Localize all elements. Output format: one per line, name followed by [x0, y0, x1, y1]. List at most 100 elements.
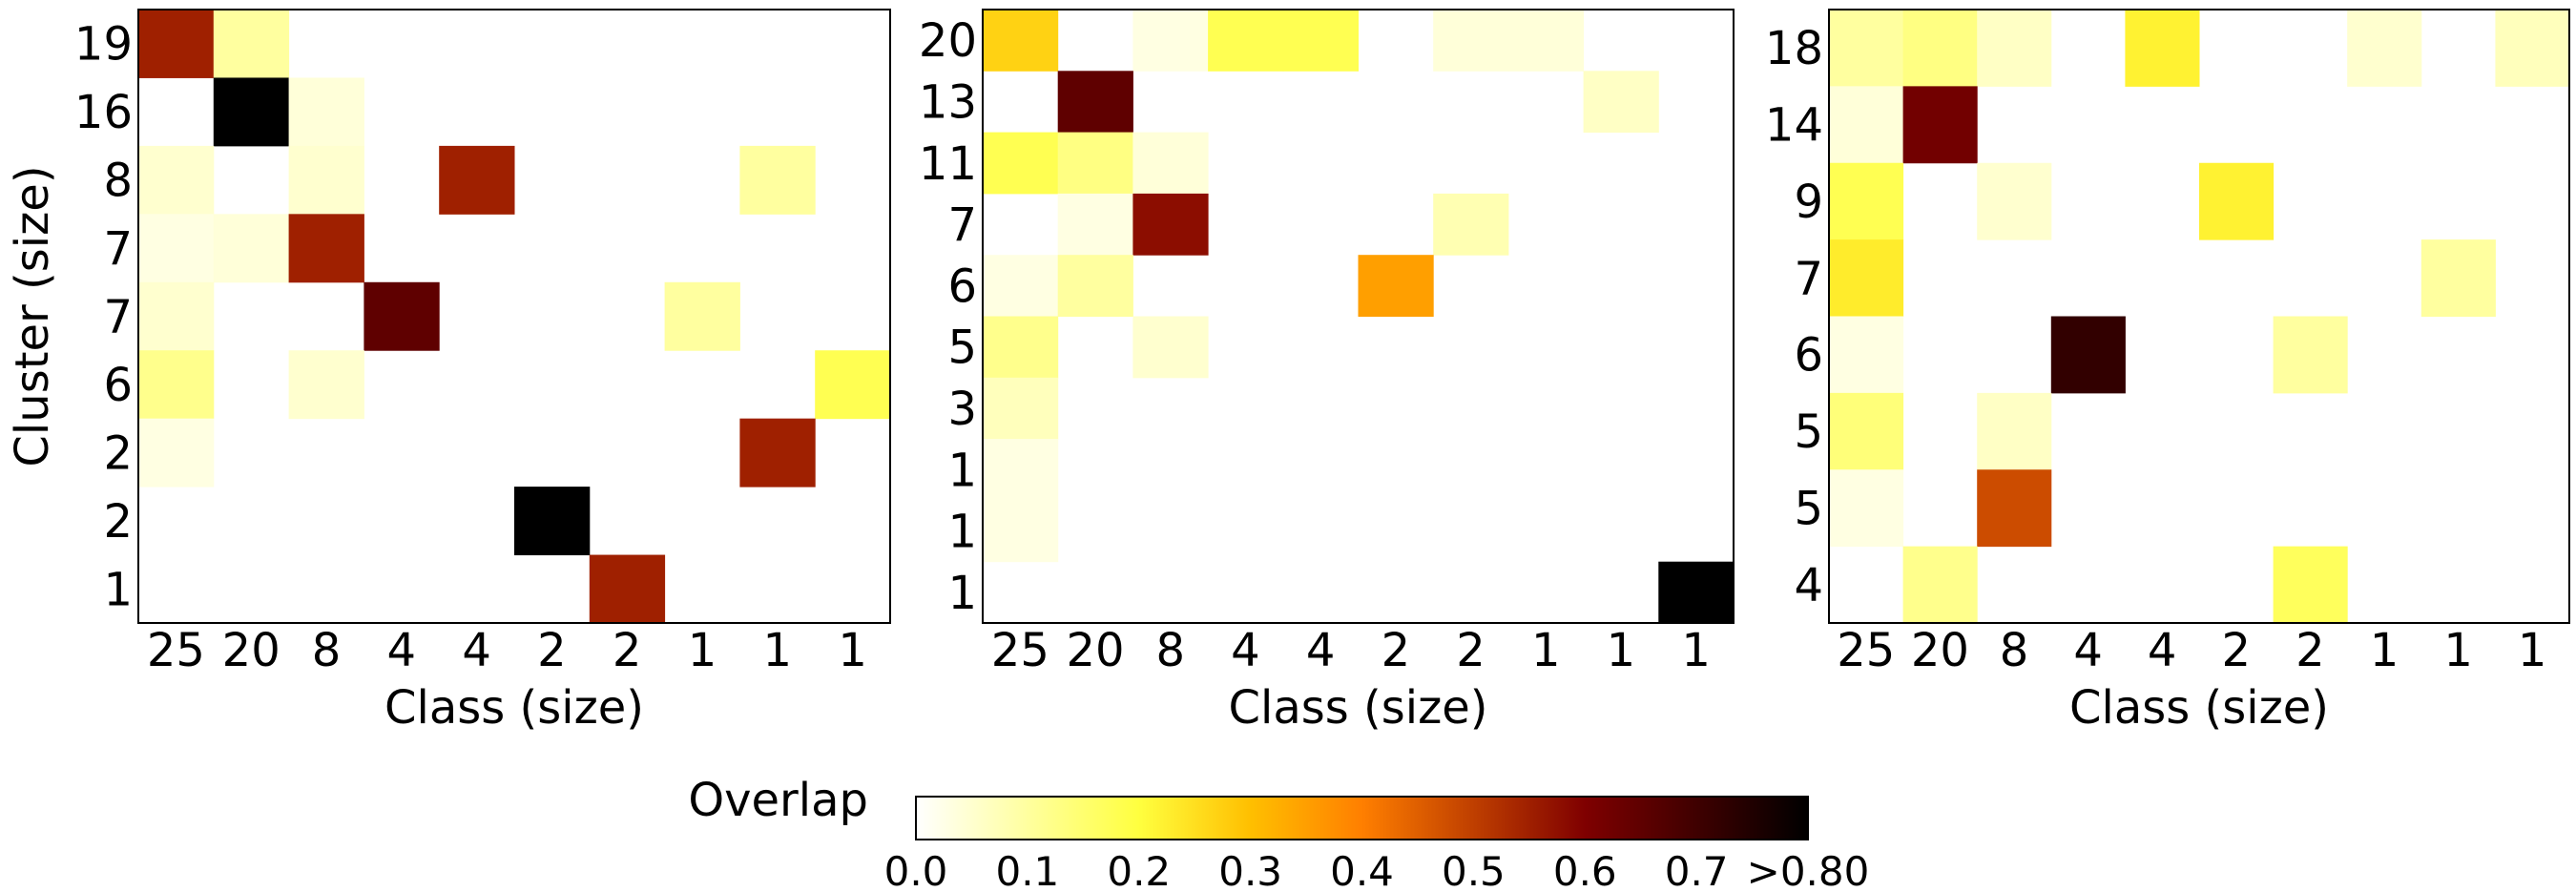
heatmap-cell — [983, 255, 1059, 317]
x-tick-label: 1 — [688, 624, 717, 677]
heatmap-cell — [983, 316, 1059, 379]
heatmap-cell — [2199, 162, 2275, 240]
y-tick-label: 6 — [103, 359, 133, 412]
heatmap-cell — [1902, 10, 1978, 87]
y-tick-label: 13 — [919, 75, 977, 129]
heatmap-cell — [138, 10, 215, 78]
heatmap-cell — [213, 77, 290, 147]
y-tick-label: 6 — [1794, 329, 1823, 383]
y-tick-label: 9 — [1794, 176, 1823, 229]
heatmap-cell — [2125, 10, 2200, 87]
y-tick-label: 5 — [1794, 482, 1823, 535]
colorbar-label: Overlap — [688, 774, 868, 827]
x-tick-label: 4 — [387, 624, 417, 677]
heatmap-cell — [1829, 316, 1904, 394]
heatmap-cell — [983, 10, 1059, 72]
y-tick-label: 11 — [919, 137, 977, 191]
heatmap-cell — [983, 439, 1059, 501]
y-tick-label: 2 — [103, 426, 133, 480]
heatmap-cell — [1507, 10, 1585, 72]
x-axis-label: Class (size) — [1228, 681, 1487, 735]
heatmap-cell — [589, 554, 666, 624]
heatmap-cell — [1977, 162, 2052, 240]
y-tick-label: 4 — [1794, 559, 1823, 612]
y-tick-label: 7 — [103, 222, 133, 276]
x-tick-label: 20 — [222, 624, 280, 677]
heatmap-cell — [213, 10, 290, 78]
y-tick-label: 16 — [74, 86, 133, 139]
colorbar-tick-label: 0.1 — [995, 848, 1059, 892]
heatmap-cell — [288, 77, 364, 147]
heatmap-cell — [1433, 10, 1509, 72]
heatmap-cell — [1902, 86, 1978, 164]
x-tick-label: 1 — [763, 624, 793, 677]
heatmap-cell — [1902, 546, 1978, 624]
y-tick-label: 7 — [103, 291, 133, 344]
colorbar-tick-label: 0.3 — [1218, 848, 1282, 892]
heatmap-cell — [815, 350, 891, 420]
y-tick-label: 18 — [1765, 22, 1823, 75]
heatmap-cell — [288, 350, 364, 420]
x-tick-label: 4 — [2148, 624, 2177, 677]
heatmap-cell — [2273, 546, 2348, 624]
colorbar-tick-label: 0.2 — [1107, 848, 1171, 892]
heatmap-cell — [439, 145, 515, 215]
heatmap-cell — [739, 418, 816, 487]
colorbar-tick-label: 0.7 — [1665, 848, 1729, 892]
heatmap-cell — [1132, 132, 1209, 195]
heatmap-cell — [664, 281, 740, 351]
x-tick-label: 8 — [2000, 624, 2029, 677]
x-tick-label: 2 — [1456, 624, 1485, 677]
heatmap-cell — [2420, 239, 2496, 317]
colorbar-ticks: 0.0 0.1 0.2 0.3 0.4 0.5 0.6 0.7 >0.80 — [884, 848, 1870, 892]
heatmap-cell — [1433, 193, 1509, 256]
y-tick-label: 19 — [74, 18, 133, 72]
colorbar-tick-label: 0.4 — [1330, 848, 1394, 892]
heatmap-cell — [138, 281, 215, 351]
x-tick-label: 2 — [537, 624, 567, 677]
x-tick-label: 1 — [1681, 624, 1711, 677]
heatmap-cell — [1583, 71, 1659, 134]
x-tick-label: 2 — [2222, 624, 2252, 677]
heatmap-cell — [1057, 255, 1133, 317]
x-tick-label: 4 — [1306, 624, 1336, 677]
y-tick-label: 3 — [947, 383, 977, 436]
heatmap-cell — [138, 418, 215, 487]
x-tick-label: 1 — [1531, 624, 1561, 677]
heatmap-cell — [1132, 316, 1209, 379]
y-axis-label: Cluster (size) — [6, 165, 59, 467]
heatmap-cell — [138, 145, 215, 215]
heatmap-cell — [1829, 162, 1904, 240]
heatmap-cell — [364, 281, 440, 351]
y-tick-label: 14 — [1765, 99, 1823, 153]
heatmap-cell — [288, 214, 364, 283]
colorbar: Overlap 0.0 0.1 0.2 0.3 0.4 0.5 0.6 0.7 >0.80 — [688, 774, 1869, 892]
y-tick-label: 5 — [947, 322, 977, 375]
y-tick-label: 6 — [947, 259, 977, 313]
x-tick-label: 25 — [991, 624, 1049, 677]
x-tick-label: 1 — [2443, 624, 2473, 677]
x-tick-label: 1 — [1607, 624, 1636, 677]
y-tick-label: 5 — [1794, 405, 1823, 459]
colorbar-gradient — [915, 796, 1809, 840]
heatmap-cell — [288, 145, 364, 215]
x-axis-label: Class (size) — [384, 681, 644, 735]
heatmap-cell — [2495, 10, 2570, 87]
heatmap-cell — [1829, 239, 1904, 317]
y-tick-label: 7 — [947, 198, 977, 252]
x-tick-label: 2 — [2296, 624, 2325, 677]
colorbar-tick-label: 0.0 — [884, 848, 948, 892]
heatmap-cell — [1829, 10, 1904, 87]
heatmap-cell — [138, 214, 215, 283]
x-tick-label: 2 — [613, 624, 642, 677]
heatmap-cell — [138, 350, 215, 420]
heatmap-cell — [1208, 10, 1284, 72]
heatmap-cell — [1829, 469, 1904, 548]
x-tick-label: 4 — [1231, 624, 1260, 677]
colorbar-tick-label: >0.80 — [1747, 848, 1870, 892]
heatmap-cell — [1132, 10, 1209, 72]
heatmap-cell — [213, 214, 290, 283]
